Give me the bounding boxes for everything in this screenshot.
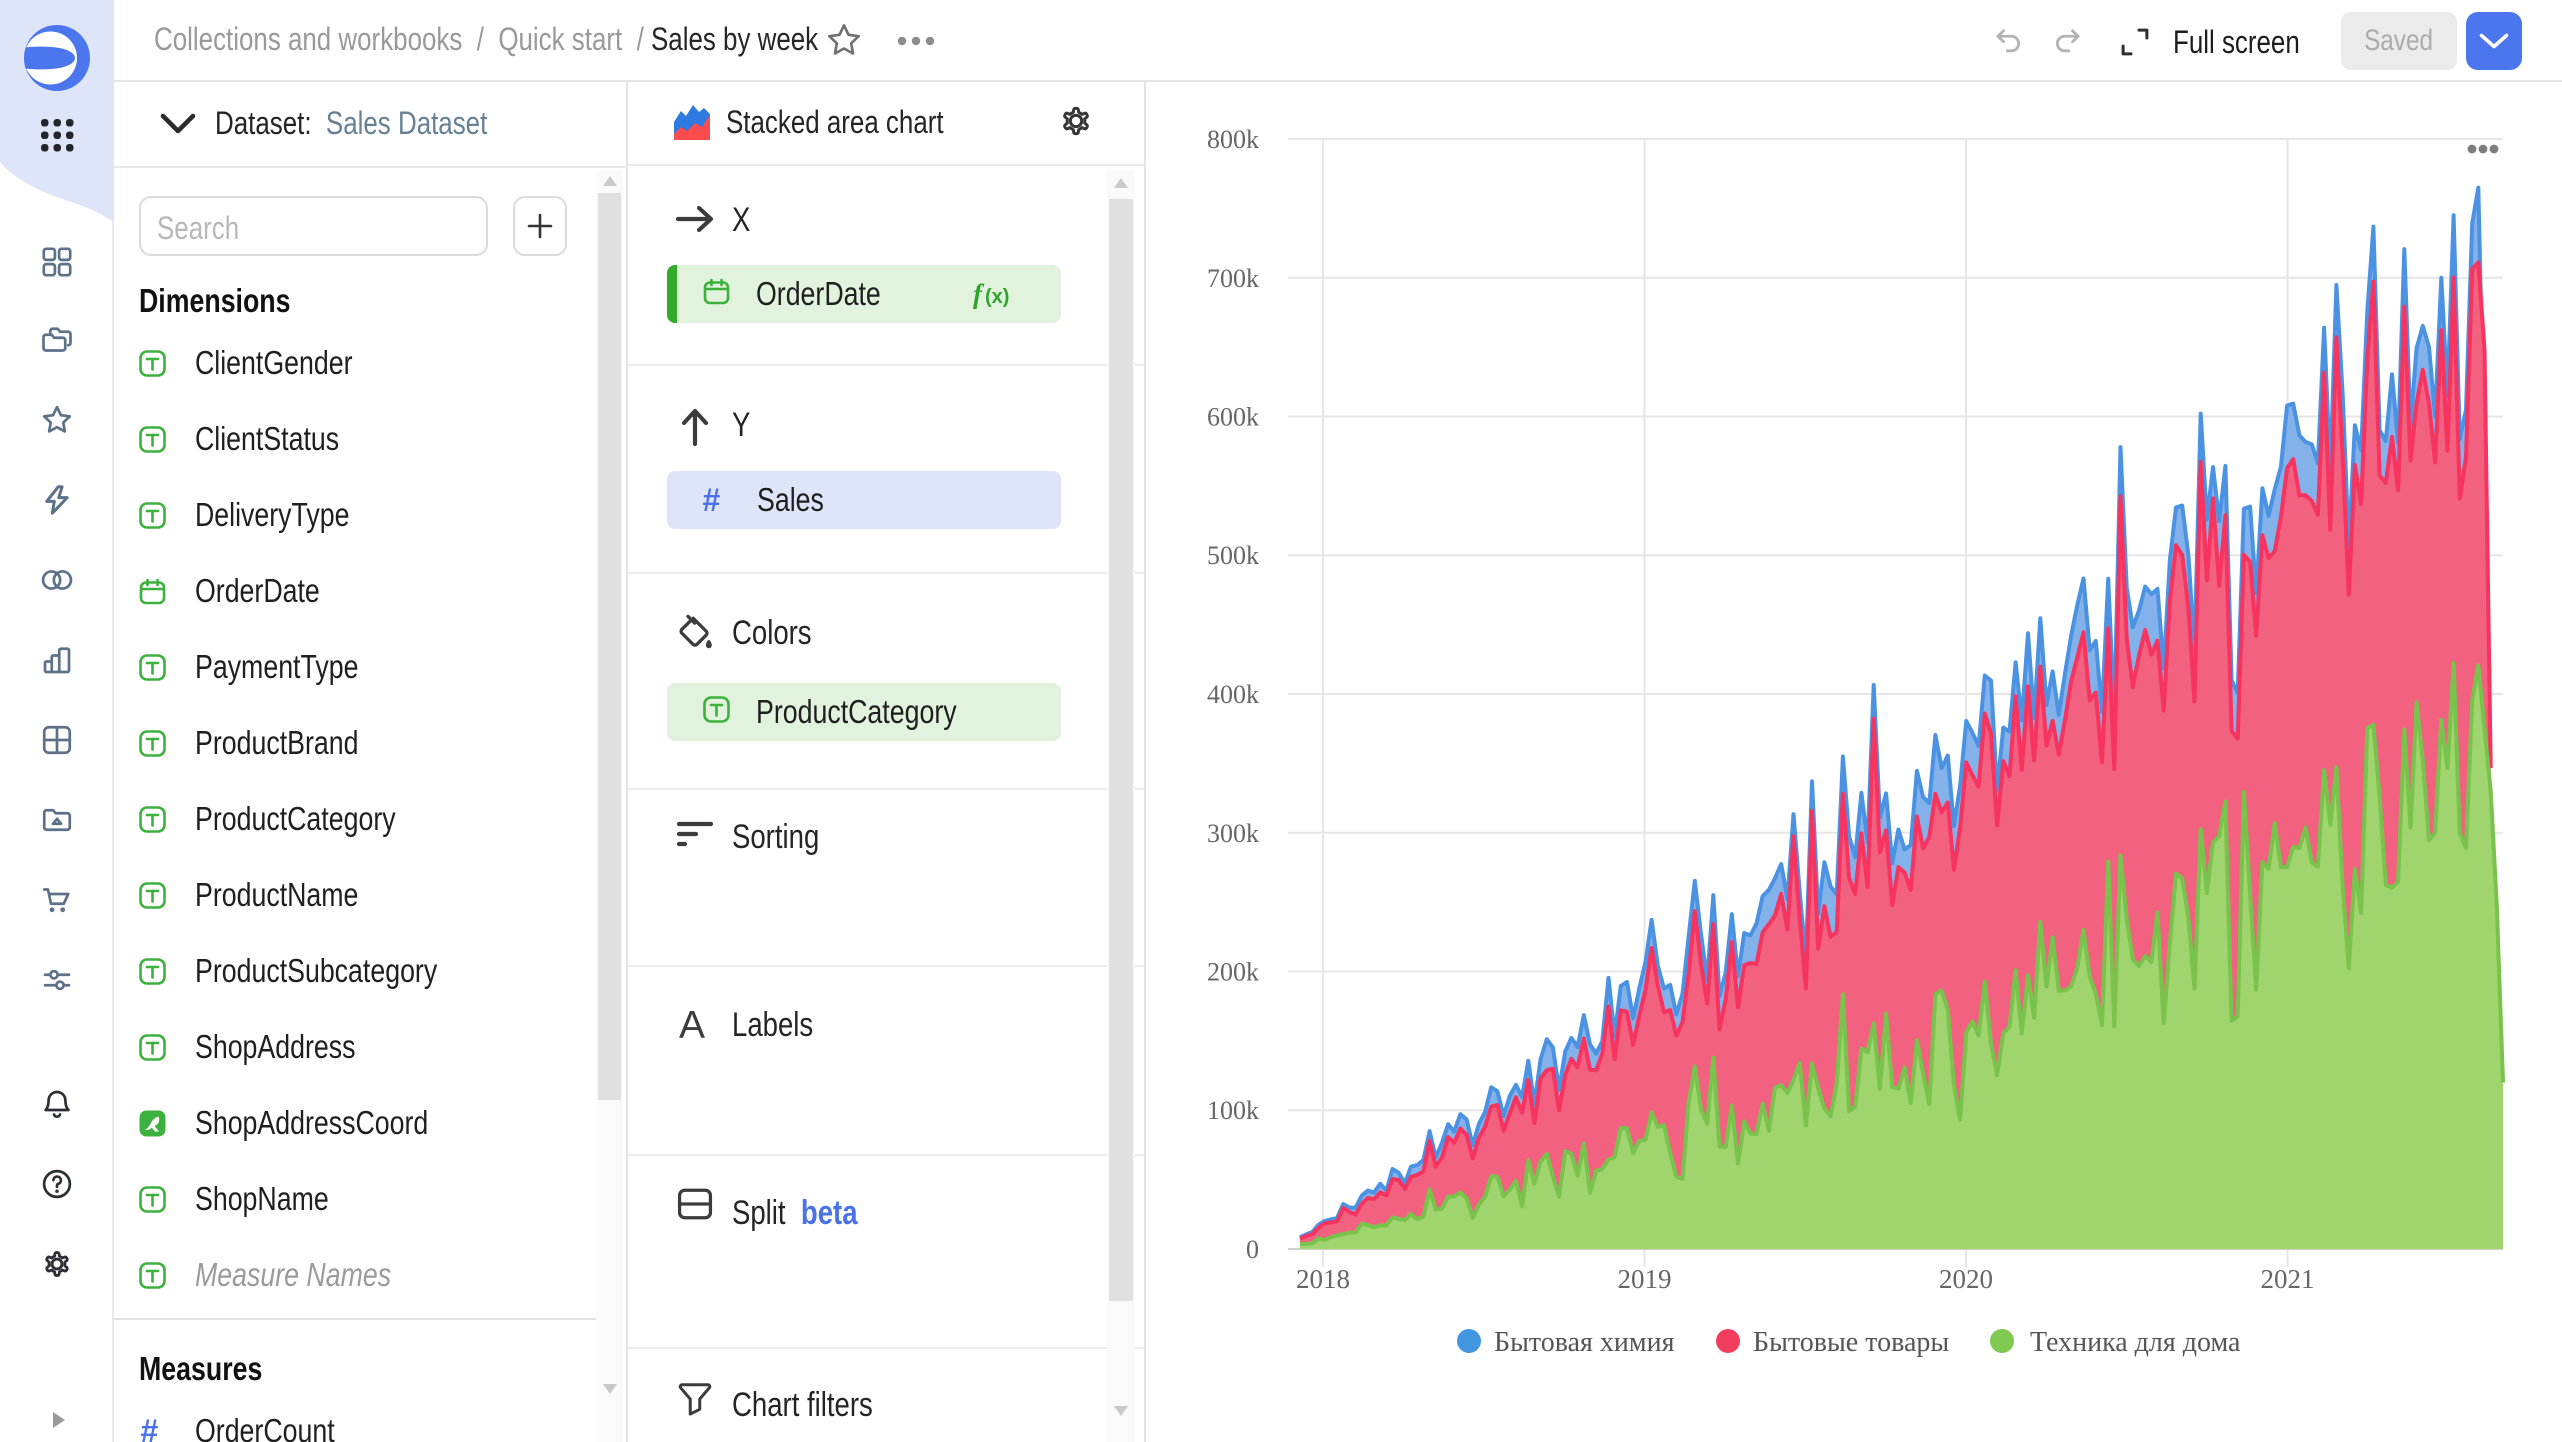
svg-text:2019: 2019 (1618, 1264, 1672, 1294)
svg-text:600k: 600k (1207, 403, 1259, 432)
svg-text:Бытовые товары: Бытовые товары (1753, 1327, 1949, 1358)
svg-text:Бытовая химия: Бытовая химия (1494, 1327, 1675, 1358)
svg-text:#: # (702, 484, 720, 516)
svg-text:#: # (140, 1415, 158, 1442)
svg-text:200k: 200k (1207, 958, 1259, 987)
svg-text:800k: 800k (1207, 125, 1259, 154)
svg-text:(x): (x) (985, 286, 1009, 308)
svg-text:700k: 700k (1207, 264, 1259, 293)
svg-text:100k: 100k (1207, 1096, 1259, 1125)
svg-text:2020: 2020 (1939, 1264, 1993, 1294)
svg-text:f: f (973, 279, 985, 309)
svg-text:Техника для дома: Техника для дома (2030, 1327, 2241, 1358)
svg-text:2021: 2021 (2261, 1264, 2315, 1294)
svg-text:2018: 2018 (1296, 1264, 1350, 1294)
svg-text:0: 0 (1246, 1235, 1259, 1264)
svg-text:400k: 400k (1207, 680, 1259, 709)
svg-text:500k: 500k (1207, 541, 1259, 570)
svg-text:300k: 300k (1207, 819, 1259, 848)
